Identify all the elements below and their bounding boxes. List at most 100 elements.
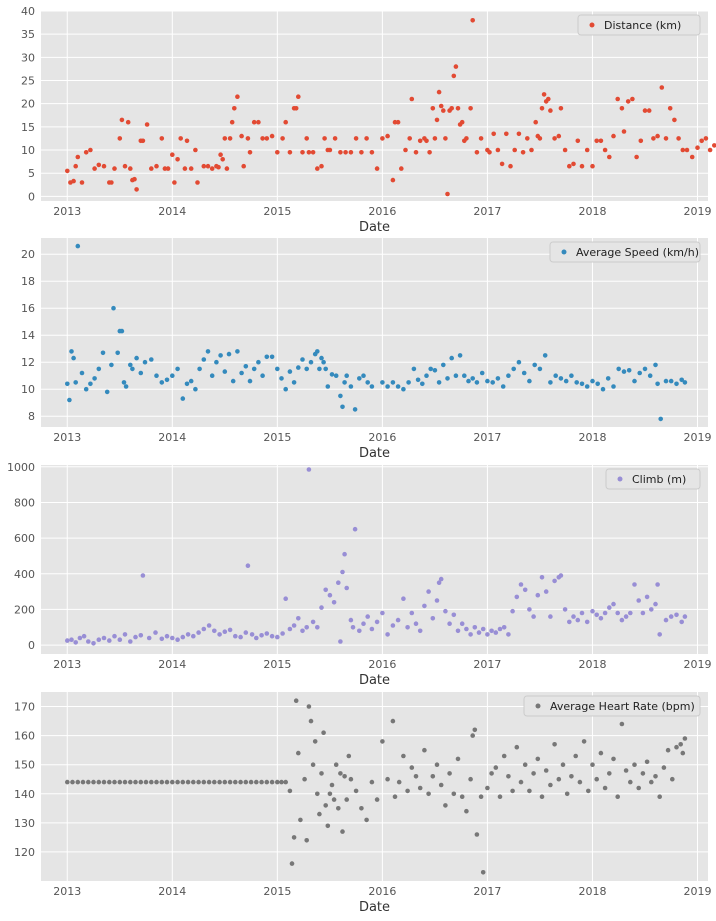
legend-label: Average Speed (km/h) bbox=[576, 246, 699, 259]
y-tick-label: 130 bbox=[14, 817, 35, 830]
data-point bbox=[86, 779, 91, 785]
data-point bbox=[365, 380, 371, 385]
data-point bbox=[159, 380, 165, 385]
data-point bbox=[584, 384, 590, 389]
data-point bbox=[119, 117, 125, 123]
data-point bbox=[562, 607, 568, 612]
data-point bbox=[352, 526, 358, 532]
x-tick-label: 2017 bbox=[473, 205, 501, 218]
data-point bbox=[546, 96, 551, 102]
data-point bbox=[65, 779, 70, 785]
data-point bbox=[594, 776, 599, 782]
data-point bbox=[535, 756, 541, 762]
data-point bbox=[543, 589, 549, 594]
data-point bbox=[112, 166, 117, 171]
data-point bbox=[451, 612, 457, 618]
data-point bbox=[195, 180, 200, 185]
data-point bbox=[310, 762, 316, 767]
data-point bbox=[100, 350, 106, 356]
data-point bbox=[175, 779, 180, 785]
data-point bbox=[621, 129, 627, 134]
plot-area bbox=[41, 465, 708, 654]
data-point bbox=[468, 776, 473, 782]
data-point bbox=[451, 73, 457, 79]
data-point bbox=[575, 617, 581, 623]
data-point bbox=[594, 138, 599, 144]
data-point bbox=[653, 774, 658, 779]
data-point bbox=[417, 138, 423, 144]
data-point bbox=[707, 147, 713, 153]
data-point bbox=[109, 180, 114, 185]
data-point bbox=[143, 779, 149, 785]
data-point bbox=[346, 753, 352, 759]
data-point bbox=[233, 779, 238, 785]
data-point bbox=[348, 776, 354, 782]
data-point bbox=[107, 779, 112, 785]
legend-marker bbox=[561, 249, 567, 255]
data-point bbox=[348, 384, 354, 389]
data-point bbox=[598, 616, 604, 621]
data-point bbox=[205, 349, 211, 354]
data-point bbox=[287, 150, 293, 155]
data-point bbox=[579, 610, 585, 616]
data-point bbox=[644, 759, 650, 765]
y-tick-label: 10 bbox=[21, 144, 35, 157]
x-tick-label: 2014 bbox=[158, 658, 186, 671]
data-point bbox=[682, 736, 688, 741]
data-point bbox=[149, 166, 154, 171]
data-point bbox=[218, 353, 223, 358]
data-point bbox=[567, 619, 572, 625]
data-point bbox=[553, 373, 558, 379]
data-point bbox=[251, 119, 257, 125]
data-point bbox=[600, 386, 606, 392]
data-point bbox=[689, 154, 695, 160]
data-point bbox=[293, 698, 299, 703]
data-point bbox=[497, 626, 503, 632]
data-point bbox=[101, 163, 107, 169]
data-point bbox=[607, 154, 612, 160]
data-point bbox=[153, 630, 158, 635]
data-point bbox=[543, 768, 549, 773]
data-point bbox=[96, 162, 102, 168]
data-point bbox=[269, 133, 275, 139]
data-point bbox=[659, 85, 665, 90]
data-point bbox=[209, 373, 215, 379]
data-point bbox=[369, 150, 375, 155]
data-point bbox=[96, 366, 102, 372]
data-point bbox=[511, 366, 516, 372]
data-point bbox=[227, 779, 233, 785]
data-point bbox=[504, 131, 509, 137]
data-point bbox=[518, 779, 524, 785]
data-point bbox=[217, 632, 222, 637]
data-point bbox=[269, 633, 275, 639]
data-point bbox=[357, 376, 362, 381]
data-point bbox=[80, 779, 86, 785]
x-tick-label: 2018 bbox=[578, 205, 606, 218]
data-point bbox=[430, 616, 436, 621]
data-point bbox=[70, 779, 75, 785]
data-point bbox=[188, 166, 194, 171]
data-point bbox=[296, 365, 301, 370]
data-point bbox=[83, 386, 89, 392]
data-point bbox=[133, 634, 138, 640]
data-point bbox=[563, 378, 569, 384]
data-point bbox=[115, 350, 120, 356]
data-point bbox=[506, 632, 511, 637]
data-point bbox=[188, 378, 194, 384]
data-point bbox=[73, 380, 78, 385]
data-point bbox=[490, 380, 496, 385]
data-point bbox=[269, 779, 275, 785]
plot-area bbox=[41, 692, 708, 881]
data-point bbox=[154, 163, 159, 169]
data-point bbox=[405, 788, 410, 794]
data-point bbox=[364, 817, 369, 823]
data-point bbox=[619, 617, 625, 623]
data-point bbox=[621, 369, 627, 374]
legend-marker bbox=[617, 476, 623, 482]
data-point bbox=[310, 619, 316, 625]
data-point bbox=[121, 380, 127, 385]
data-point bbox=[275, 150, 280, 155]
data-point bbox=[634, 154, 639, 160]
data-point bbox=[577, 779, 583, 785]
data-point bbox=[218, 152, 223, 157]
